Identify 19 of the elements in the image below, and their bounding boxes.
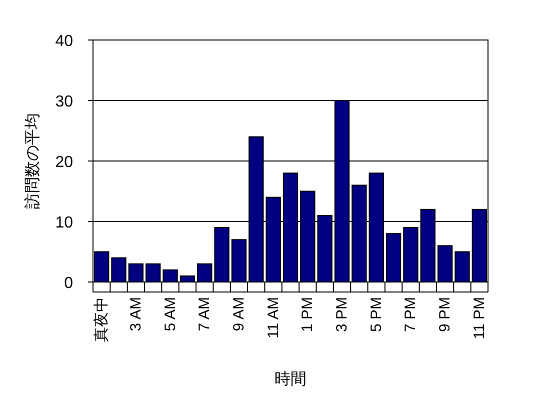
y-tick-label: 20 [55, 154, 74, 171]
x-tick-label: 9 AM [230, 297, 248, 332]
x-tick-label: 7 AM [196, 297, 214, 332]
x-tick-label: 3 AM [127, 297, 144, 332]
x-tick-label: 1 PM [299, 297, 316, 332]
x-tick-label: 5 AM [162, 297, 179, 332]
x-axis-title: 時間 [274, 370, 306, 388]
x-tick-label: 9 PM [436, 297, 454, 332]
x-tick-label: 5 PM [368, 297, 385, 332]
y-tick-label: 0 [64, 275, 74, 292]
x-tick-label: 3 PM [334, 297, 351, 332]
x-tick-label: 11 PM [470, 297, 488, 340]
y-axis-title: 訪問数の平均 [24, 113, 42, 209]
y-tick-label: 30 [55, 94, 74, 110]
x-tick-label: 7 PM [402, 297, 420, 332]
x-tick-label: 11 AM [264, 297, 282, 338]
y-tick-label: 40 [55, 33, 74, 50]
x-tick-label: 真夜中 [93, 297, 110, 342]
y-tick-label: 10 [55, 214, 74, 232]
